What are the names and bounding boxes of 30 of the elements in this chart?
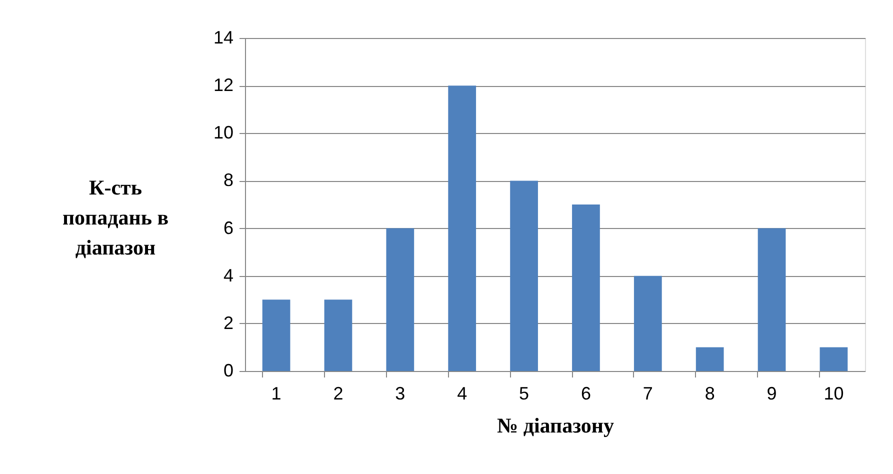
x-tick-label: 1 (271, 384, 282, 404)
y-tick-label: 8 (223, 170, 234, 190)
x-tick-label: 6 (580, 384, 591, 404)
bar (696, 347, 724, 371)
x-tick-label: 7 (642, 384, 653, 404)
y-tick-label: 14 (213, 28, 234, 48)
bar (634, 276, 662, 371)
bar (758, 228, 786, 371)
y-tick-label: 0 (223, 360, 234, 380)
bar (262, 300, 290, 371)
bar (820, 347, 848, 371)
x-tick-label: 10 (824, 384, 844, 404)
x-tick-label: 2 (333, 384, 344, 404)
x-tick-label: 8 (704, 384, 715, 404)
y-axis-title: К-сть попадань в діапазон (62, 176, 169, 260)
x-tick-label: 3 (395, 384, 406, 404)
y-tick-label: 10 (213, 122, 234, 143)
bar (572, 204, 600, 371)
y-tick-label: 12 (213, 75, 234, 96)
x-tick-label: 5 (519, 384, 530, 404)
bar (386, 228, 414, 371)
y-tick-label: 4 (223, 265, 234, 286)
x-tick-label: 9 (766, 384, 777, 404)
bar (510, 180, 538, 371)
bar (448, 86, 476, 371)
x-axis-title: № діапазону (496, 414, 615, 438)
y-tick-label: 2 (223, 312, 234, 333)
x-tick-label: 4 (457, 384, 468, 404)
bar (324, 300, 352, 371)
y-tick-label: 6 (223, 218, 234, 238)
